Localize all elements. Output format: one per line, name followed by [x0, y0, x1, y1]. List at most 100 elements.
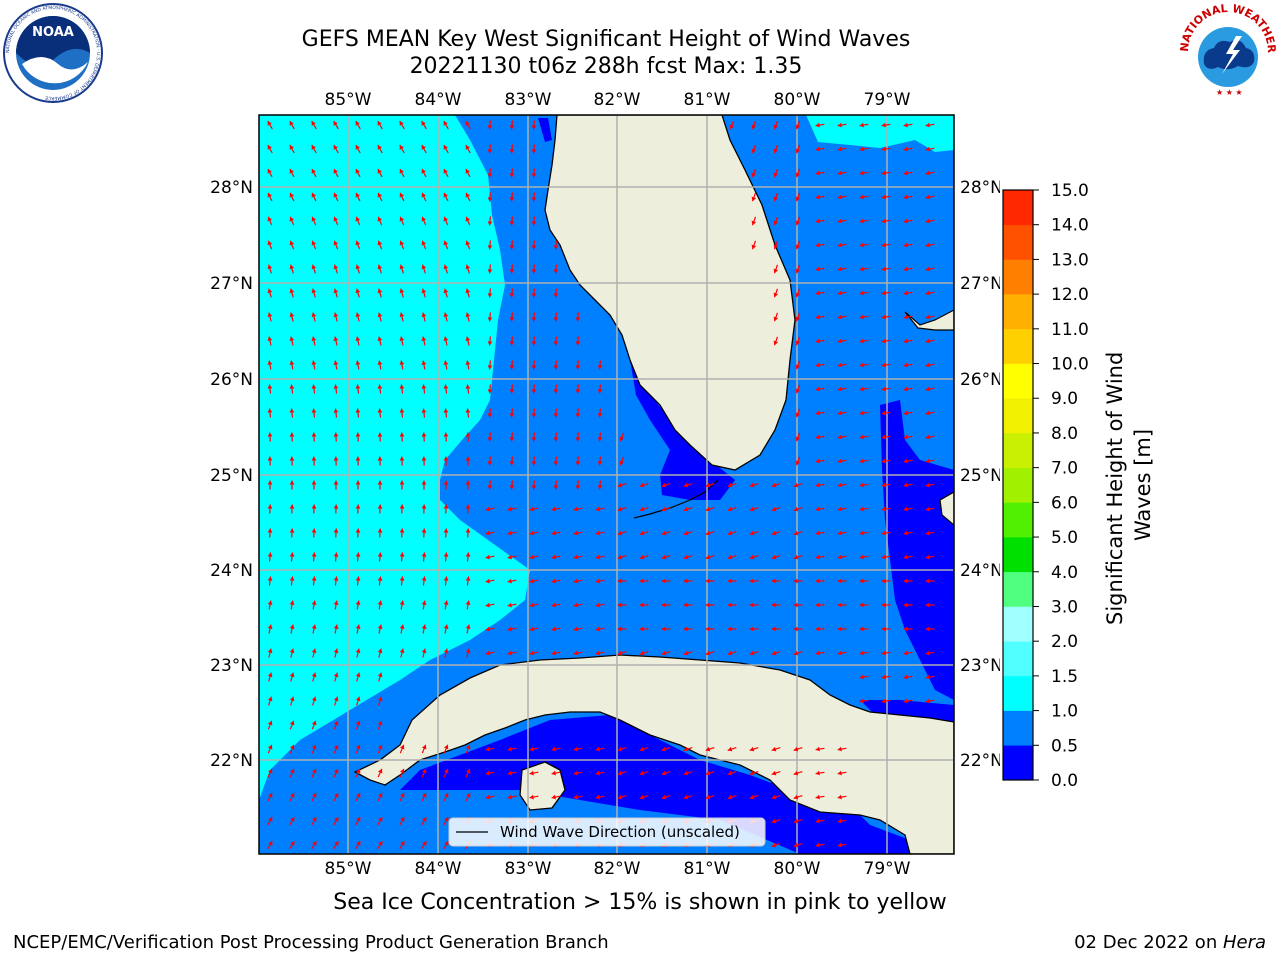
- wave-direction-arrowhead: [773, 292, 779, 298]
- wave-direction-arrowhead: [355, 576, 361, 581]
- wave-direction-arrowhead: [356, 744, 361, 750]
- wave-direction-arrowhead: [837, 434, 842, 440]
- wave-direction-arrowhead: [399, 456, 405, 461]
- wave-direction-arrowhead: [837, 386, 842, 392]
- wave-direction-arrowhead: [378, 744, 383, 750]
- wave-direction-arrowhead: [881, 602, 886, 608]
- wave-direction-arrowhead: [377, 145, 382, 150]
- wave-direction-arrowhead: [881, 482, 886, 488]
- wave-direction-arrowhead: [793, 842, 799, 848]
- wave-direction-arrowhead: [311, 600, 317, 605]
- wave-direction-arrowhead: [925, 170, 930, 176]
- wave-direction-arrowhead: [793, 650, 799, 656]
- wave-direction-arrowhead: [815, 434, 820, 440]
- wave-direction-arrowhead: [289, 169, 294, 174]
- wave-height-0.0-0.5-fl-coast: [630, 360, 735, 500]
- wave-direction-arrowhead: [399, 312, 405, 318]
- wave-direction-arrowhead: [509, 245, 515, 250]
- wave-direction-arrowhead: [793, 770, 799, 776]
- wave-direction-arrowhead: [859, 122, 864, 128]
- wave-direction-arrowhead: [903, 602, 908, 608]
- colorbar-swatch: [1003, 745, 1033, 781]
- wave-direction-arrowhead: [421, 648, 427, 654]
- wave-direction-arrowhead: [925, 410, 930, 416]
- wave-direction-arrowhead: [444, 744, 449, 750]
- wave-direction-arrowhead: [333, 648, 339, 654]
- colorbar-tick-label: 10.0: [1051, 355, 1089, 375]
- wave-direction-arrowhead: [529, 530, 534, 536]
- wave-direction-arrowhead: [925, 290, 930, 296]
- wave-direction-arrowhead: [815, 410, 820, 416]
- footer-branch: NCEP/EMC/Verification Post Processing Pr…: [13, 932, 609, 953]
- wave-direction-arrowhead: [333, 384, 339, 389]
- wave-direction-arrowhead: [421, 384, 427, 389]
- wave-direction-arrowhead: [311, 552, 317, 557]
- wave-direction-arrowhead: [575, 317, 581, 322]
- wave-direction-arrowhead: [443, 456, 449, 461]
- wave-direction-arrowhead: [531, 437, 537, 442]
- wave-direction-arrowhead: [421, 336, 427, 341]
- wave-direction-arrowhead: [267, 288, 273, 294]
- wave-direction-arrowhead: [683, 602, 688, 608]
- wave-direction-arrowhead: [487, 413, 493, 418]
- wave-direction-arrowhead: [487, 245, 493, 250]
- wave-direction-arrowhead: [661, 554, 667, 560]
- wave-direction-arrowhead: [903, 266, 908, 272]
- wave-direction-arrowhead: [749, 506, 755, 512]
- wave-direction-arrowhead: [859, 194, 864, 200]
- wave-direction-arrowhead: [267, 456, 273, 461]
- wave-direction-arrowhead: [377, 552, 383, 557]
- wave-direction-arrowhead: [683, 554, 689, 560]
- lon-label-bottom: 82°W: [594, 859, 641, 879]
- wave-direction-arrowhead: [507, 770, 512, 776]
- wave-direction-arrowhead: [311, 408, 317, 413]
- wave-direction-arrowhead: [377, 192, 382, 198]
- wave-direction-arrowhead: [795, 292, 801, 298]
- wave-direction-arrowhead: [377, 169, 382, 174]
- wave-direction-arrowhead: [795, 460, 801, 466]
- wave-direction-arrowhead: [333, 312, 339, 318]
- footer-date-text: 02 Dec 2022 on: [1074, 932, 1223, 953]
- wave-direction-arrowhead: [355, 480, 361, 485]
- wave-direction-arrowhead: [333, 672, 339, 678]
- wave-direction-arrowhead: [859, 266, 864, 272]
- wave-direction-arrowhead: [639, 602, 644, 608]
- wave-direction-arrowhead: [903, 338, 908, 344]
- colorbar-swatch: [1003, 571, 1033, 607]
- wave-direction-arrowhead: [465, 600, 471, 605]
- wave-direction-arrowhead: [771, 530, 777, 536]
- wave-direction-arrowhead: [859, 506, 864, 512]
- wave-direction-arrowhead: [443, 121, 448, 126]
- wave-direction-arrowhead: [903, 314, 908, 320]
- wave-direction-arrowhead: [575, 365, 581, 370]
- lon-label-top: 81°W: [684, 90, 731, 110]
- wave-direction-arrowhead: [859, 242, 864, 248]
- wave-direction-arrowhead: [903, 530, 908, 536]
- wave-direction-arrowhead: [465, 216, 470, 222]
- wave-direction-arrowhead: [399, 408, 405, 413]
- wave-direction-arrowhead: [466, 744, 471, 750]
- wave-direction-arrowhead: [795, 316, 801, 322]
- colorbar-tick-label: 4.0: [1051, 563, 1078, 583]
- wave-direction-arrowhead: [573, 506, 578, 512]
- wave-direction-arrowhead: [749, 746, 755, 752]
- lat-label-left: 22°N: [210, 751, 253, 771]
- wave-direction-arrowhead: [487, 365, 493, 370]
- wave-direction-arrowhead: [487, 389, 493, 394]
- wave-direction-arrowhead: [509, 293, 515, 298]
- wave-direction-arrowhead: [881, 434, 886, 440]
- wave-direction-arrowhead: [421, 360, 427, 365]
- wave-direction-arrowhead: [355, 528, 361, 533]
- wave-direction-arrowhead: [334, 817, 339, 822]
- wave-direction-arrowhead: [837, 770, 842, 776]
- wave-direction-arrowhead: [881, 458, 886, 464]
- wave-direction-arrowhead: [465, 384, 471, 389]
- wave-direction-arrowhead: [773, 172, 779, 178]
- wave-direction-arrowhead: [881, 146, 886, 152]
- lat-label-left: 23°N: [210, 656, 253, 676]
- wave-direction-arrowhead: [465, 552, 471, 557]
- wave-direction-arrowhead: [289, 672, 295, 678]
- wave-direction-arrowhead: [597, 365, 603, 370]
- wave-direction-arrowhead: [815, 218, 820, 224]
- wave-direction-arrowhead: [551, 794, 556, 800]
